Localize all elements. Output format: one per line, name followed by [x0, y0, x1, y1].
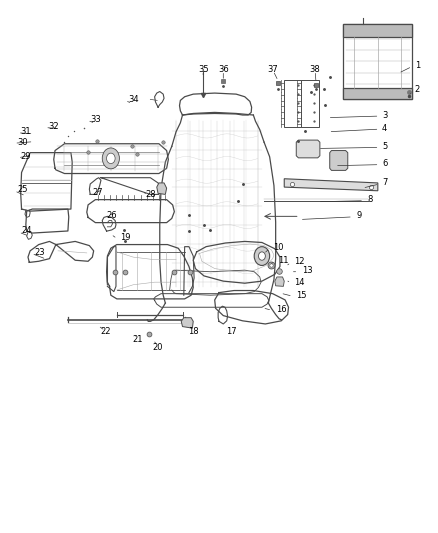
Text: 20: 20: [152, 343, 162, 352]
Text: 2: 2: [415, 85, 420, 94]
Text: 13: 13: [302, 266, 312, 275]
Text: 1: 1: [415, 61, 420, 70]
Polygon shape: [275, 277, 284, 286]
Text: 34: 34: [128, 95, 138, 104]
Circle shape: [102, 148, 120, 169]
Circle shape: [258, 252, 265, 260]
Text: 25: 25: [17, 185, 28, 194]
Polygon shape: [301, 80, 318, 127]
Text: 8: 8: [367, 195, 372, 204]
Text: 27: 27: [93, 188, 103, 197]
Text: 22: 22: [100, 327, 110, 336]
Text: 37: 37: [268, 64, 279, 74]
Text: 11: 11: [278, 256, 289, 265]
Text: 33: 33: [90, 115, 101, 124]
Polygon shape: [296, 140, 320, 158]
Text: 14: 14: [294, 278, 305, 287]
Polygon shape: [284, 179, 378, 191]
Text: 21: 21: [132, 335, 143, 344]
Text: 35: 35: [198, 64, 208, 74]
Text: 23: 23: [35, 248, 45, 257]
Polygon shape: [157, 183, 166, 195]
Text: 6: 6: [382, 159, 388, 168]
Text: 17: 17: [226, 327, 237, 336]
Text: 16: 16: [276, 305, 286, 314]
Text: 30: 30: [17, 138, 28, 147]
Polygon shape: [343, 23, 412, 37]
Text: 19: 19: [120, 233, 131, 243]
Text: 24: 24: [21, 227, 32, 236]
Text: 3: 3: [382, 110, 388, 119]
Polygon shape: [343, 88, 412, 99]
Text: 10: 10: [272, 243, 283, 252]
Polygon shape: [181, 318, 193, 328]
Text: 4: 4: [382, 124, 387, 133]
Polygon shape: [330, 150, 348, 171]
Polygon shape: [343, 23, 412, 99]
Polygon shape: [284, 80, 302, 127]
Text: 15: 15: [296, 290, 307, 300]
Text: 32: 32: [48, 122, 59, 131]
Text: 9: 9: [357, 211, 362, 220]
Text: 31: 31: [21, 127, 31, 136]
Text: 29: 29: [21, 152, 31, 161]
Text: 36: 36: [218, 64, 229, 74]
Text: 5: 5: [382, 142, 387, 151]
Text: 38: 38: [310, 64, 321, 74]
Text: 7: 7: [382, 179, 388, 188]
Text: 26: 26: [106, 211, 117, 220]
Text: 28: 28: [145, 190, 155, 199]
Text: 18: 18: [188, 327, 198, 336]
Circle shape: [254, 247, 270, 265]
Circle shape: [106, 153, 115, 164]
Text: 12: 12: [294, 257, 305, 266]
